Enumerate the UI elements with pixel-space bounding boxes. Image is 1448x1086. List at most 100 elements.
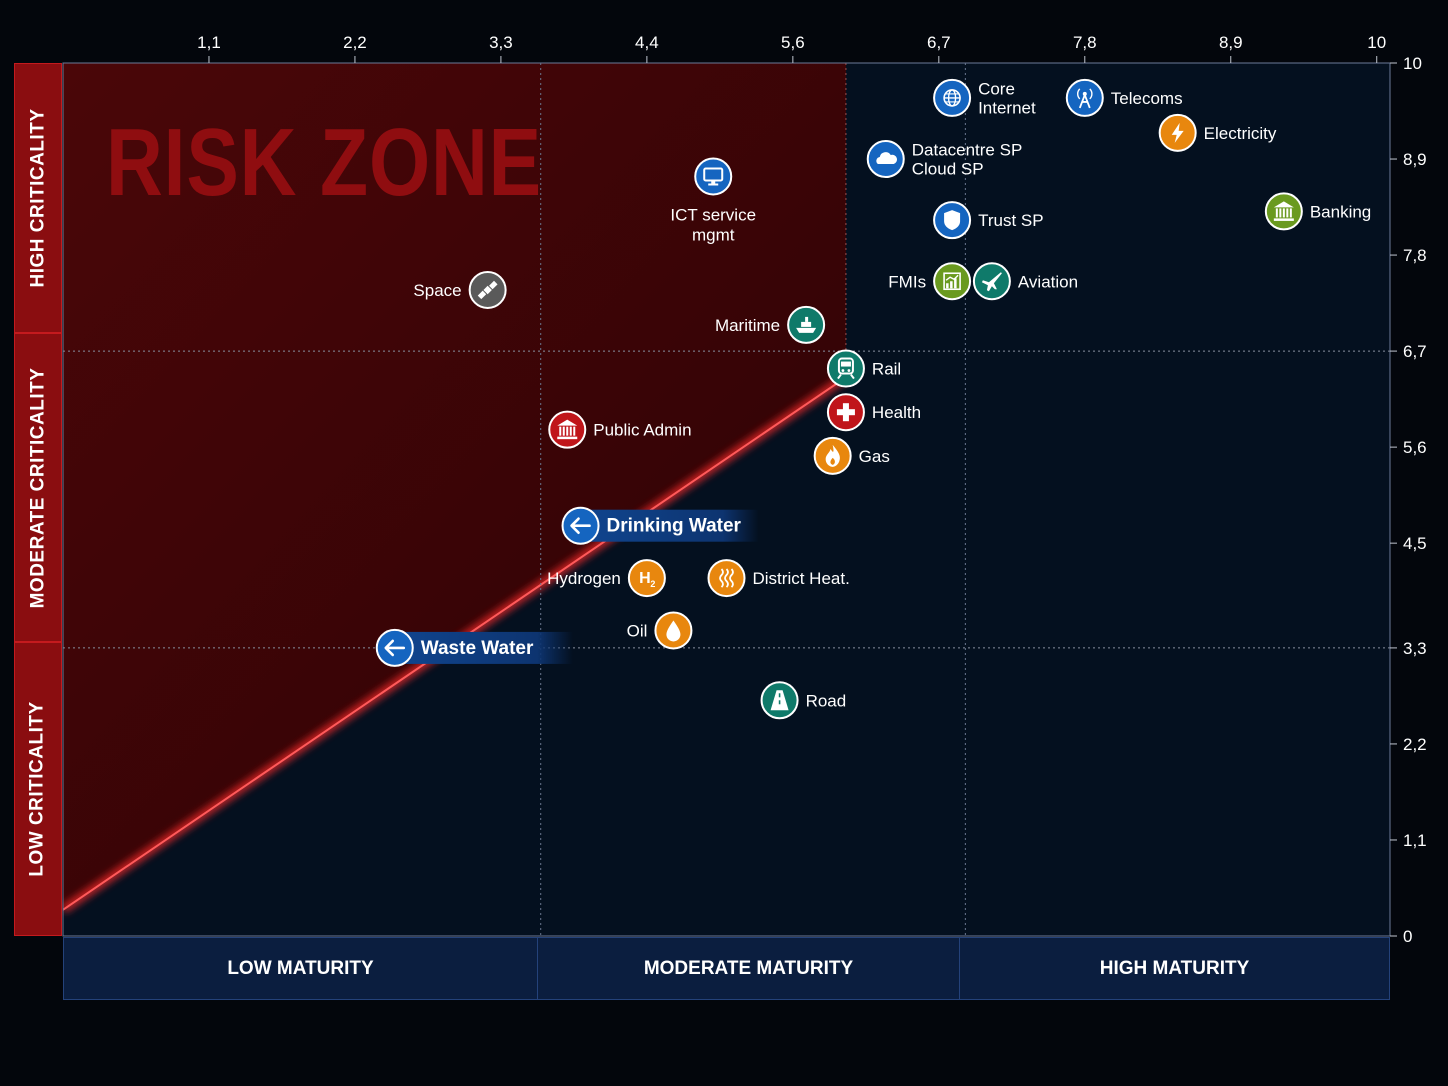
point-label: Space — [413, 281, 461, 300]
plot-frame — [62, 62, 1391, 937]
band-low-maturity: LOW MATURITY — [63, 937, 538, 1000]
point-marker — [707, 559, 746, 598]
chart-icon — [943, 272, 961, 291]
point-road[interactable]: Road — [760, 681, 847, 720]
y-tick-label: 3,3 — [1403, 639, 1427, 658]
plane-icon — [981, 272, 1002, 292]
band-low-criticality: LOW CRITICALITY — [14, 642, 62, 936]
y-tick-label: 5,6 — [1403, 438, 1427, 457]
y-tick-label: 2,2 — [1403, 735, 1427, 754]
point-electricity[interactable]: Electricity — [1158, 113, 1277, 152]
svg-text:H: H — [639, 570, 651, 587]
point-label: ICT service — [670, 205, 756, 224]
x-tick-label: 5,6 — [781, 33, 805, 52]
point-oil[interactable]: Oil — [627, 611, 693, 650]
x-tick-label: 10 — [1367, 33, 1386, 52]
x-tick-label: 4,4 — [635, 33, 659, 52]
bolt-icon — [1171, 122, 1184, 143]
road-icon — [770, 690, 789, 711]
point-tag-bg — [580, 509, 759, 542]
point-marker — [826, 349, 865, 388]
point-label: Electricity — [1204, 124, 1277, 143]
point-label: Cloud SP — [912, 160, 984, 179]
band-moderate-criticality: MODERATE CRITICALITY — [14, 333, 62, 642]
flame-icon — [825, 444, 840, 467]
point-label: FMIs — [888, 272, 926, 291]
point-public-admin[interactable]: Public Admin — [548, 410, 692, 449]
x-tick-label: 2,2 — [343, 33, 367, 52]
y-tick-label: 10 — [1403, 54, 1422, 73]
heat-icon — [719, 568, 734, 588]
low-maturity-label: LOW MATURITY — [227, 957, 374, 979]
point-waste-water[interactable]: Waste Water — [375, 628, 573, 667]
drop-icon — [666, 620, 681, 642]
point-label: Hydrogen — [547, 569, 621, 588]
point-label: Road — [806, 691, 847, 710]
point-label: Core — [978, 79, 1015, 98]
arrow-left-icon — [570, 517, 591, 534]
point-fmis[interactable]: FMIs — [888, 262, 972, 301]
antenna-icon — [1076, 88, 1093, 109]
band-moderate-maturity: MODERATE MATURITY — [537, 937, 960, 1000]
y-tick-label: 7,8 — [1403, 246, 1427, 265]
point-label: Maritime — [715, 316, 780, 335]
point-label: Banking — [1310, 202, 1371, 221]
high-maturity-label: HIGH MATURITY — [1099, 957, 1250, 979]
point-tag-bg — [394, 631, 573, 664]
band-high-criticality: HIGH CRITICALITY — [14, 63, 62, 333]
shield-icon — [944, 210, 961, 231]
x-tick-label: 1,1 — [197, 33, 221, 52]
point-trust-sp[interactable]: Trust SP — [933, 201, 1044, 240]
point-aviation[interactable]: Aviation — [972, 262, 1078, 301]
point-banking[interactable]: Banking — [1264, 192, 1371, 231]
point-label: mgmt — [692, 225, 735, 244]
point-marker — [1065, 78, 1104, 117]
cross-icon — [836, 403, 855, 422]
point-gas[interactable]: Gas — [813, 436, 890, 475]
y-tick-label: 4,5 — [1403, 534, 1427, 553]
point-label: Datacentre SP — [912, 141, 1023, 160]
point-health[interactable]: Health — [826, 393, 921, 432]
svg-text:2: 2 — [650, 579, 655, 589]
monitor-icon — [703, 167, 724, 186]
band-high-label: HIGH CRITICALITY — [27, 108, 48, 288]
point-telecoms[interactable]: Telecoms — [1065, 78, 1183, 117]
point-marker — [627, 559, 666, 598]
train-icon — [837, 357, 855, 380]
point-label: Public Admin — [593, 421, 691, 440]
building-icon — [557, 419, 578, 440]
globe-icon — [943, 89, 961, 107]
point-label: District Heat. — [753, 569, 850, 588]
point-label: Gas — [859, 447, 890, 466]
point-drinking-water[interactable]: Drinking Water — [561, 506, 759, 545]
point-rail[interactable]: Rail — [826, 349, 901, 388]
point-label: Telecoms — [1111, 89, 1183, 108]
risk-zone-area — [63, 63, 846, 910]
y-tick-label: 8,9 — [1403, 150, 1427, 169]
point-marker — [694, 157, 733, 196]
arrow-left-icon — [384, 639, 406, 657]
cloud-icon — [876, 152, 897, 165]
point-maritime[interactable]: Maritime — [715, 305, 826, 344]
bank-icon — [1273, 201, 1294, 221]
point-district-heat[interactable]: District Heat. — [707, 559, 850, 598]
y-tick-label: 6,7 — [1403, 342, 1427, 361]
moderate-maturity-label: MODERATE MATURITY — [643, 957, 854, 979]
point-label: Internet — [978, 98, 1036, 117]
point-label: Rail — [872, 360, 901, 379]
point-label: Oil — [627, 621, 648, 640]
x-tick-label: 6,7 — [927, 33, 951, 52]
point-label: Trust SP — [978, 211, 1044, 230]
point-space[interactable]: Space — [413, 270, 507, 309]
point-label: Waste Water — [421, 638, 534, 659]
ship-icon — [796, 316, 817, 333]
point-hydrogen[interactable]: H 2 Hydrogen — [547, 559, 666, 598]
x-tick-label: 3,3 — [489, 33, 513, 52]
satellite-icon — [477, 280, 498, 300]
band-low-label: LOW CRITICALITY — [27, 701, 48, 877]
